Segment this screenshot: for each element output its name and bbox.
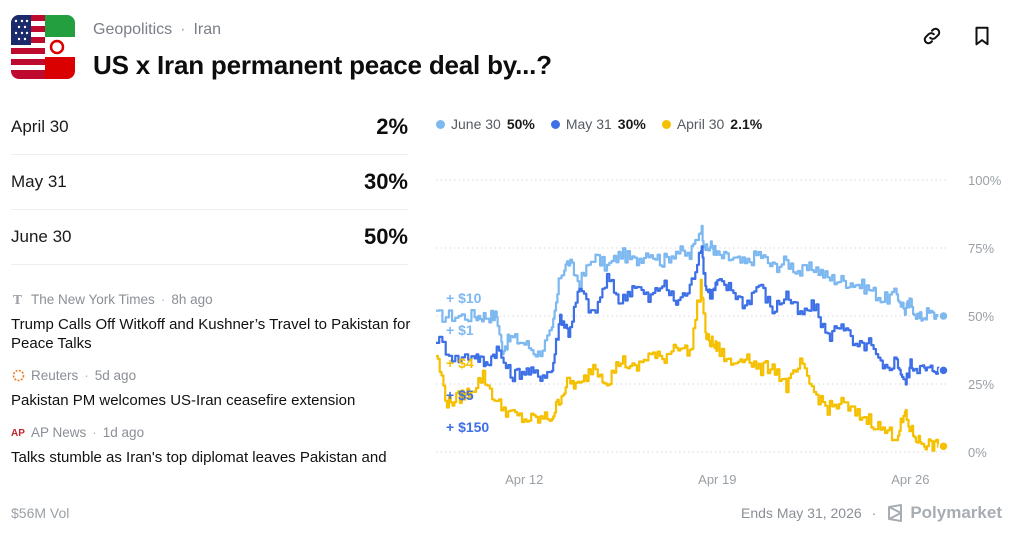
legend-value: 30% [617,116,646,132]
news-source: AP News [31,424,87,440]
buy-amount-label: + $4 [446,355,474,371]
market-title: US x Iran permanent peace deal by...? [93,50,552,80]
news-meta: Reuters · 5d ago [11,366,411,384]
news-headline: Talks stumble as Iran's top diplomat lea… [11,449,387,466]
header-actions [920,24,994,48]
news-meta-separator: · [92,424,97,440]
outcomes-list: April 30 2% May 31 30% June 30 50% [11,100,408,265]
outcome-label: June 30 [11,227,72,246]
y-tick-label: 25% [968,377,994,392]
news-headline: Pakistan PM welcomes US-Iran ceasefire e… [11,392,356,409]
y-tick-label: 100% [968,173,1002,188]
bookmark-button[interactable] [970,24,994,48]
outcome-row[interactable]: April 30 2% [11,100,408,155]
x-tick-label: Apr 26 [891,472,929,487]
outcome-percent: 50% [363,224,408,249]
news-feed: T The New York Times · 8h ago Trump Call… [11,290,411,480]
series-end-dot [938,441,949,452]
legend-dot [436,119,445,129]
series-end-dot [938,310,949,322]
news-headline: Trump Calls Off Witkoff and Kushner’s Tr… [11,316,411,352]
link-icon [923,27,941,45]
y-tick-label: 0% [968,445,987,460]
series-line-may-31 [436,245,945,386]
news-age: 8h ago [171,291,213,307]
footer-separator: · [871,505,877,521]
polymarket-brand[interactable]: Polymarket [886,503,1002,523]
y-tick-label: 50% [968,309,994,324]
legend-item-may[interactable]: May 31 30% [550,116,646,132]
news-meta: AP AP News · 1d ago [11,423,411,441]
outcome-row[interactable]: May 31 30% [11,155,408,210]
outcome-percent: 2% [376,114,408,139]
reuters-logo-icon [11,368,25,382]
ap-logo-icon: AP [11,425,25,439]
news-meta: T The New York Times · 8h ago [11,290,411,308]
breadcrumb-category[interactable]: Geopolitics [93,21,173,38]
news-source: The New York Times [31,291,155,307]
polymarket-logo-icon [888,504,903,522]
y-tick-label: 75% [968,241,994,256]
legend-value: 50% [506,116,535,132]
svg-text:T: T [13,293,22,306]
legend-dot [661,119,671,129]
series-line-april-30 [436,278,944,452]
price-history-chart[interactable]: 100% 75% 50% 25% 0% Apr 12 Apr 19 Apr 26 + $10 + … [434,160,1014,500]
market-end-date: Ends May 31, 2026 [741,505,862,521]
news-item[interactable]: T The New York Times · 8h ago Trump Call… [11,290,411,353]
legend-item-april[interactable]: April 30 2.1% [661,116,763,132]
outcome-row[interactable]: June 30 50% [11,210,408,265]
legend-name: April 30 [676,116,725,132]
news-source: Reuters [31,367,79,383]
footer-meta: Ends May 31, 2026 · Polymarket [741,503,1002,523]
market-volume: $56M Vol [11,505,70,521]
outcome-percent: 30% [363,169,408,194]
breadcrumb-subcategory[interactable]: Iran [193,21,222,38]
news-age: 5d ago [94,367,137,383]
news-item[interactable]: AP AP News · 1d ago Talks stumble as Ira… [11,423,411,467]
legend-value: 2.1% [730,116,763,132]
x-tick-label: Apr 12 [505,472,543,487]
news-meta-separator: · [160,291,166,307]
series-line-june-30 [436,224,944,358]
legend-item-june[interactable]: June 30 50% [436,116,535,132]
legend-dot [550,119,560,129]
svg-text:AP: AP [11,428,25,438]
outcome-label: April 30 [11,117,69,136]
breadcrumb: Geopolitics · Iran [93,21,221,39]
buy-amount-label: + $5 [446,387,474,403]
legend-name: June 30 [451,116,501,132]
news-age: 1d ago [102,424,145,440]
chart-legend: June 30 50% May 31 30% April 30 2.1% [436,116,762,132]
buy-amount-label: + $1 [446,322,474,338]
breadcrumb-separator: · [180,21,186,38]
outcome-label: May 31 [11,172,67,191]
market-thumbnail [11,15,75,79]
x-tick-label: Apr 19 [698,472,736,487]
series-end-dot [938,365,949,376]
us-iran-flag-image [11,15,75,79]
copy-link-button[interactable] [920,24,944,48]
buy-amount-label: + $150 [446,419,489,435]
legend-name: May 31 [565,116,612,132]
bookmark-icon [975,26,989,46]
nyt-logo-icon: T [11,292,25,306]
news-item[interactable]: Reuters · 5d ago Pakistan PM welcomes US… [11,366,411,410]
brand-name: Polymarket [910,503,1002,522]
buy-amount-label: + $10 [446,290,482,306]
news-meta-separator: · [84,367,89,383]
